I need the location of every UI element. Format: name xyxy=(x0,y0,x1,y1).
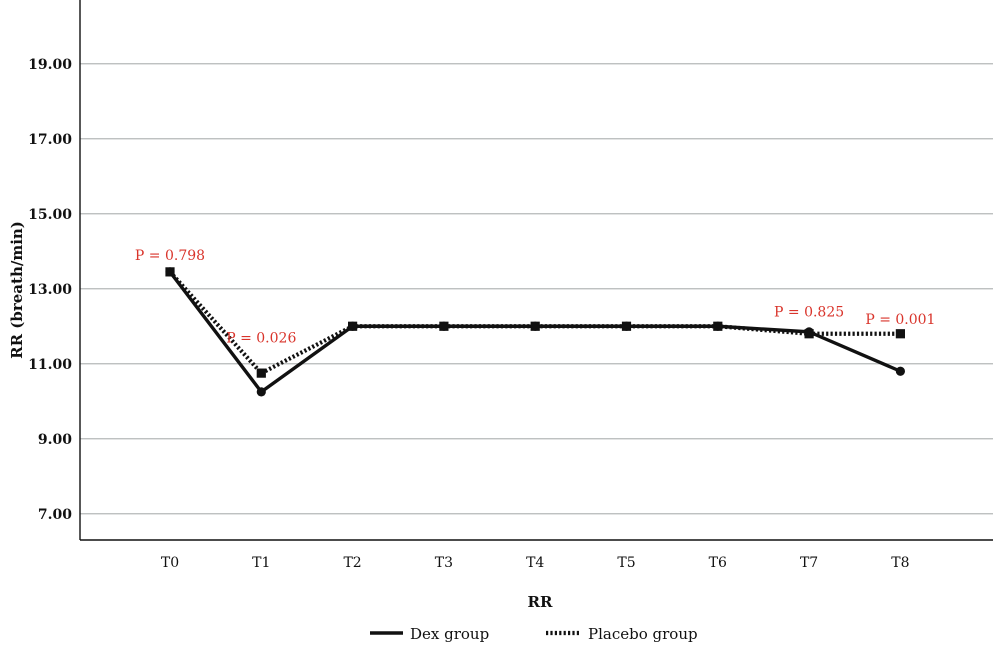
data-point xyxy=(256,368,266,378)
x-tick-label: T6 xyxy=(709,555,727,571)
y-tick-label: 11.00 xyxy=(28,357,72,373)
data-point xyxy=(165,267,175,277)
data-point xyxy=(256,387,266,397)
p-value-label: P = 0.798 xyxy=(135,248,205,264)
x-tick-label: T1 xyxy=(252,555,270,571)
y-axis-title: RR (breath/min) xyxy=(8,221,26,359)
x-tick-label: T4 xyxy=(526,555,544,571)
legend-label: Placebo group xyxy=(588,625,698,643)
legend-label: Dex group xyxy=(410,625,489,643)
y-tick-label: 9.00 xyxy=(38,432,72,448)
axes xyxy=(79,0,993,541)
y-tick-label: 15.00 xyxy=(28,207,72,223)
x-axis-title: RR xyxy=(528,593,553,611)
x-tick-label: T8 xyxy=(891,555,909,571)
data-series xyxy=(165,267,906,397)
data-point xyxy=(439,321,449,331)
y-tick-label: 17.00 xyxy=(28,132,72,148)
legend-item-placebo-group: Placebo group xyxy=(546,625,698,643)
data-point xyxy=(530,321,540,331)
x-tick-labels: T0 T1 T2 T3 T4 T5 T6 T7 T8 xyxy=(161,555,910,571)
x-tick-label: T3 xyxy=(435,555,453,571)
series-dex-group xyxy=(165,267,906,397)
x-tick-label: T5 xyxy=(617,555,635,571)
p-value-label: P = 0.026 xyxy=(226,331,296,347)
data-point xyxy=(895,329,905,339)
data-point xyxy=(621,321,632,331)
p-value-annotations: P = 0.798 P = 0.026 P = 0.825 P = 0.001 xyxy=(135,248,936,347)
y-tick-label: 13.00 xyxy=(28,282,72,298)
legend: Dex group Placebo group xyxy=(370,625,698,643)
data-point xyxy=(804,327,814,337)
y-tick-labels: 7.00 9.00 11.00 13.00 15.00 17.00 19.00 xyxy=(28,57,72,523)
legend-item-dex-group: Dex group xyxy=(370,625,489,643)
y-tick-label: 7.00 xyxy=(38,507,72,523)
x-tick-label: T2 xyxy=(343,555,361,571)
y-tick-label: 19.00 xyxy=(28,57,72,73)
data-point xyxy=(895,366,906,376)
p-value-label: P = 0.001 xyxy=(865,312,935,328)
x-tick-label: T0 xyxy=(161,555,179,571)
data-point xyxy=(348,321,358,331)
data-point xyxy=(713,321,723,331)
x-tick-label: T7 xyxy=(800,555,818,571)
grid-lines xyxy=(80,63,993,515)
p-value-label: P = 0.825 xyxy=(774,304,844,320)
